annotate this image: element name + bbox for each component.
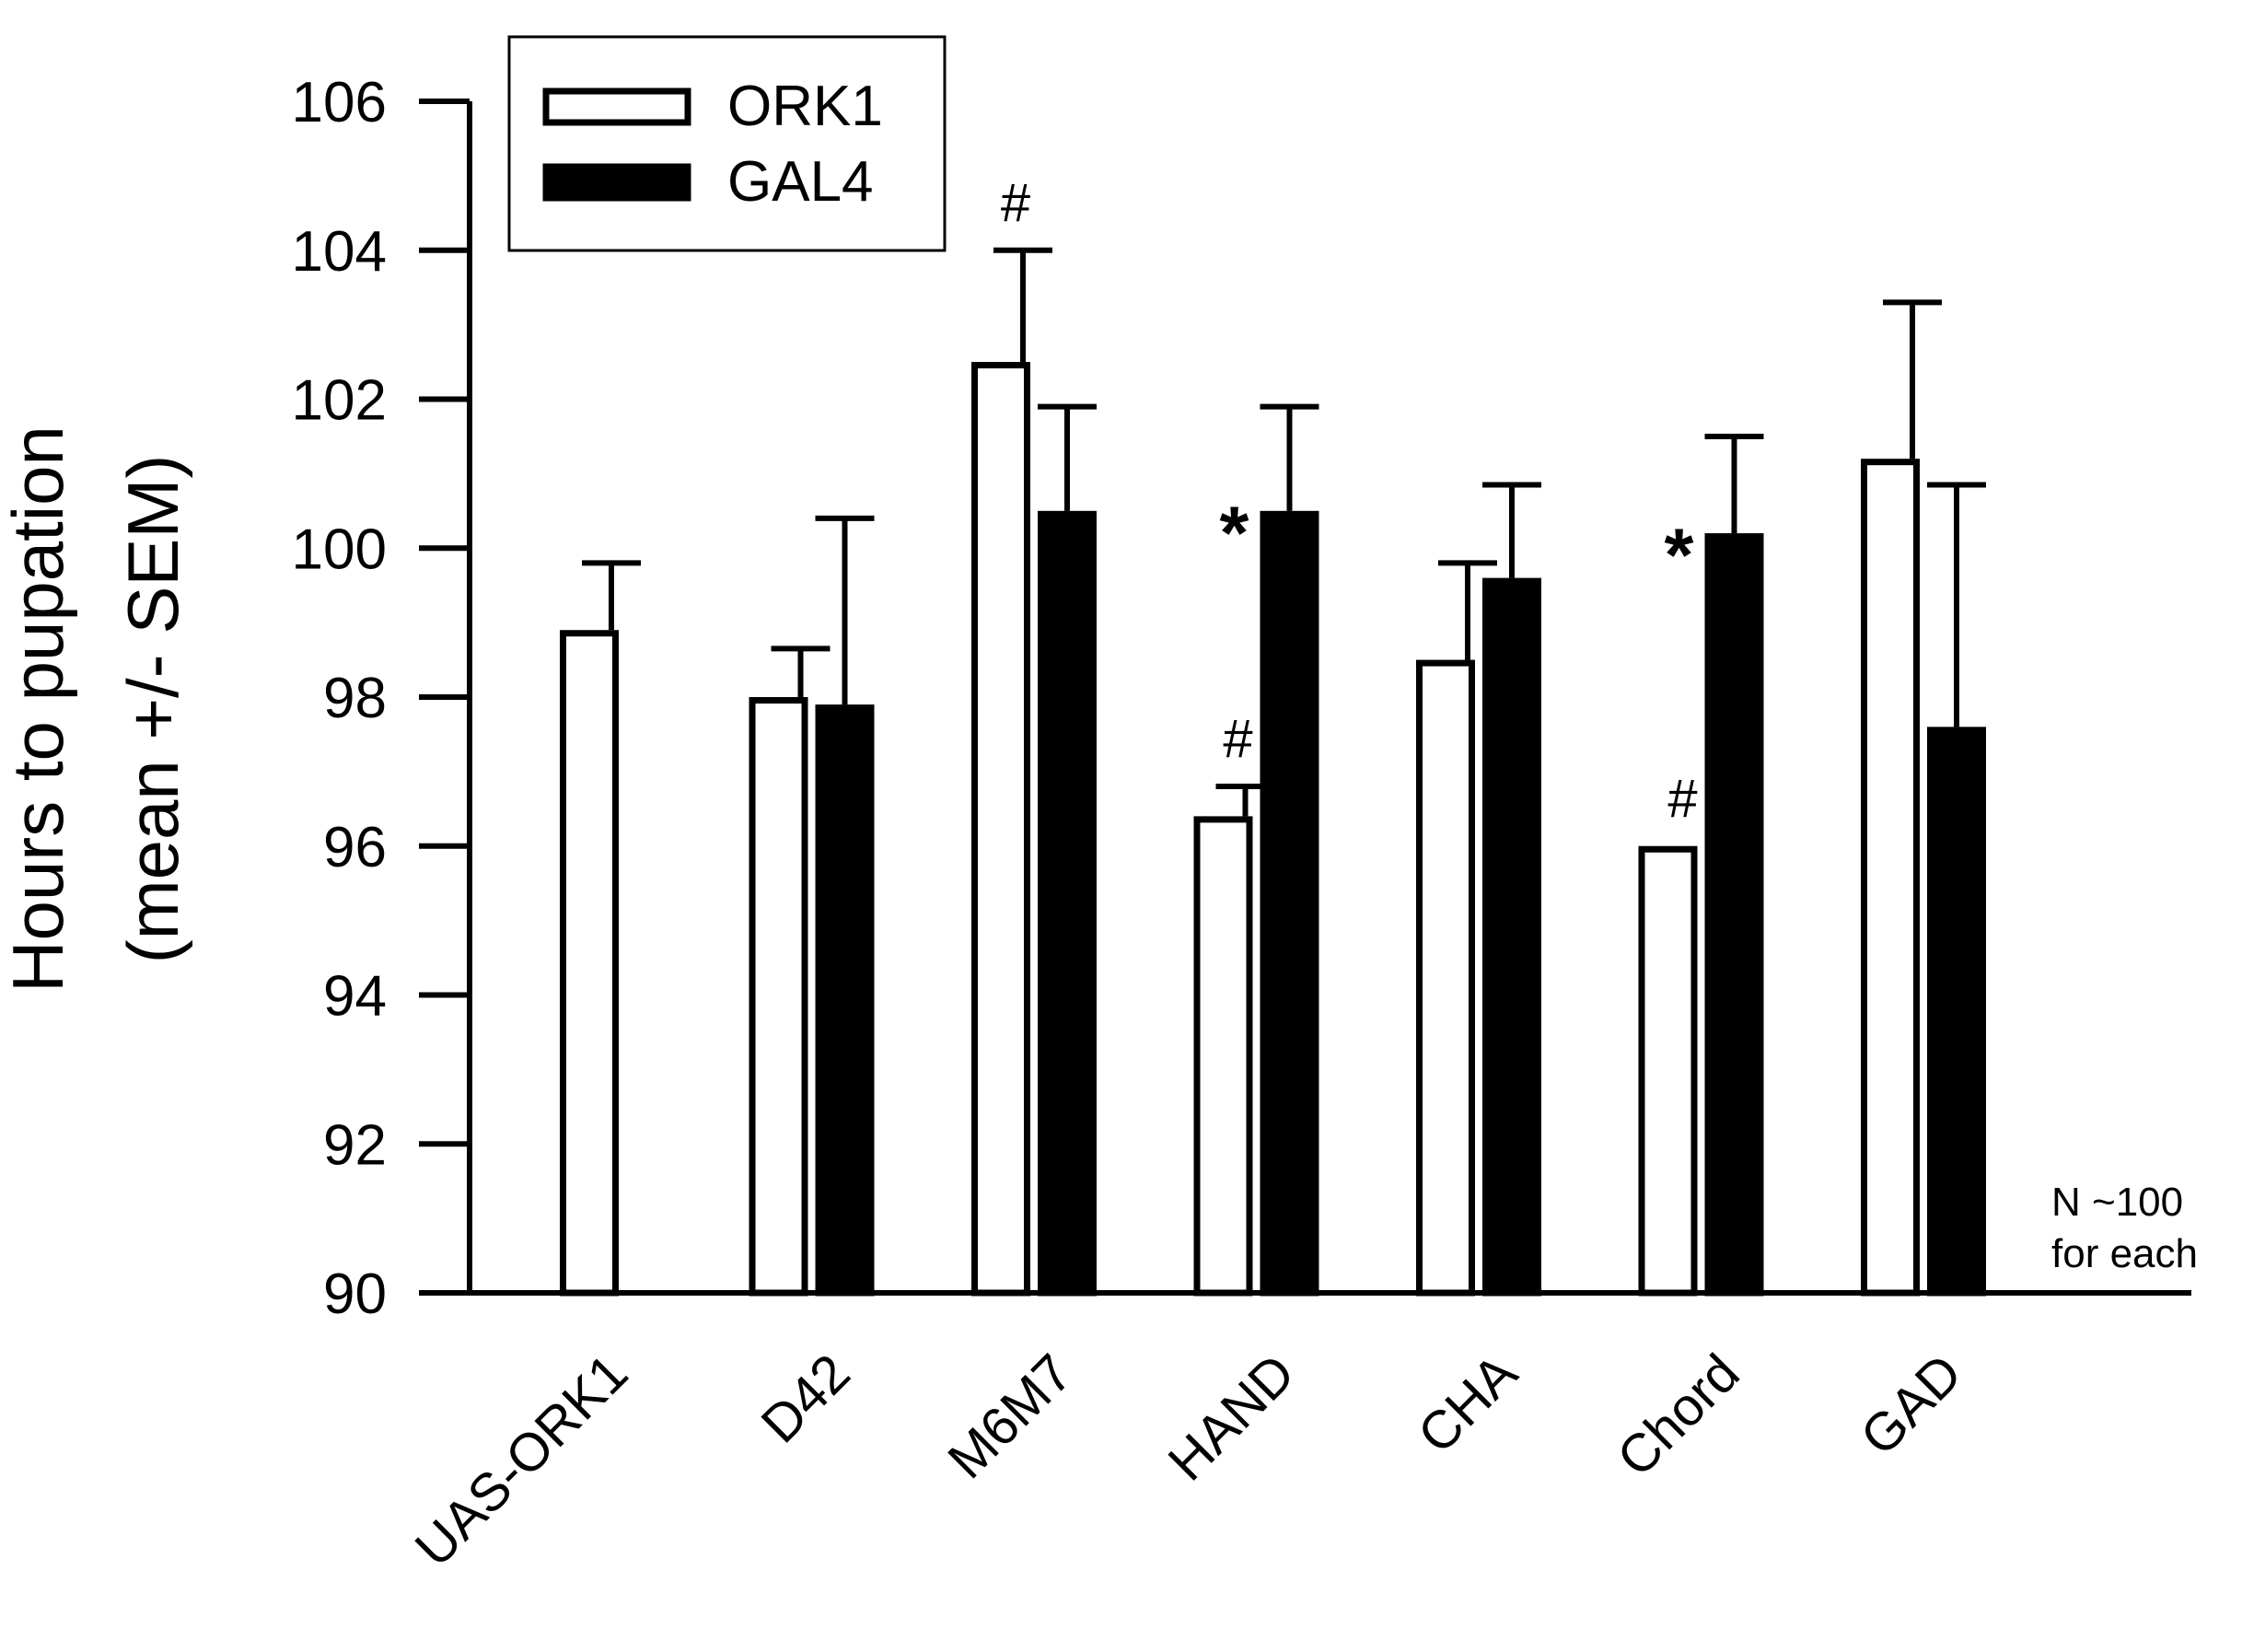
y-tick-label-104: 104 <box>292 220 387 284</box>
bar-ork1-m6m7 <box>971 362 1030 1297</box>
legend-label-gal4: GAL4 <box>727 150 874 214</box>
bar-ork1-d42 <box>749 697 808 1297</box>
bar-gal4-chord <box>1704 533 1764 1297</box>
y-tick-label-100: 100 <box>292 518 387 581</box>
category-label-chord: Chord <box>1606 1343 1751 1488</box>
legend: ORK1 GAL4 <box>507 35 947 252</box>
category-label-uas-ork1: UAS-ORK1 <box>404 1343 640 1578</box>
legend-swatch-gal4 <box>542 163 691 202</box>
y-axis-label: Hours to pupation (mean +/- SEM) <box>0 425 193 993</box>
legend-swatch-ork1 <box>542 87 691 126</box>
category-label-hand: HAND <box>1157 1343 1307 1492</box>
category-label-d42: D42 <box>749 1343 861 1454</box>
significance-star-chord: * <box>1665 514 1694 598</box>
bars: # # * # * <box>560 173 1986 1297</box>
y-tick-label-106: 106 <box>292 71 387 134</box>
legend-box <box>507 35 947 252</box>
legend-label-ork1: ORK1 <box>727 75 883 138</box>
bar-ork1-cha <box>1416 659 1475 1297</box>
y-axis-label-line-1: Hours to pupation <box>0 425 78 993</box>
bar-ork1-gad <box>1861 459 1920 1297</box>
y-tick-label-90: 90 <box>323 1262 387 1326</box>
category-label-cha: CHA <box>1407 1343 1529 1465</box>
significance-hash-chord: # <box>1667 769 1697 829</box>
y-tick-label-94: 94 <box>323 965 387 1029</box>
y-tick-label-98: 98 <box>323 667 387 730</box>
bar-gal4-cha <box>1482 577 1541 1297</box>
bar-ork1-uas-ork1 <box>560 630 619 1297</box>
bar-ork1-hand <box>1193 816 1253 1297</box>
note-line-1: N ~100 <box>2051 1180 2183 1225</box>
y-axis-label-line-2: (mean +/- SEM) <box>112 455 193 964</box>
bar-gal4-d42 <box>815 704 875 1297</box>
bar-gal4-hand <box>1260 510 1319 1297</box>
significance-hash-m6m7: # <box>1001 173 1030 233</box>
bar-gal4-gad <box>1927 727 1986 1297</box>
category-label-gad: GAD <box>1849 1343 1973 1467</box>
y-tick-label-102: 102 <box>292 369 387 433</box>
significance-star-hand: * <box>1220 492 1249 576</box>
bar-gal4-m6m7 <box>1038 510 1097 1297</box>
sample-size-note: N ~100 for each <box>2051 1180 2198 1276</box>
y-ticks: 90 92 94 96 98 100 102 104 106 <box>292 71 470 1326</box>
note-line-2: for each <box>2051 1231 2198 1276</box>
y-tick-label-92: 92 <box>323 1113 387 1177</box>
significance-hash-hand: # <box>1223 709 1252 769</box>
category-labels: UAS-ORK1 D42 M6M7 HAND CHA Chord GAD <box>404 1343 1974 1578</box>
bar-ork1-chord <box>1638 845 1698 1297</box>
y-tick-label-96: 96 <box>323 816 387 879</box>
category-label-m6m7: M6M7 <box>936 1343 1084 1490</box>
